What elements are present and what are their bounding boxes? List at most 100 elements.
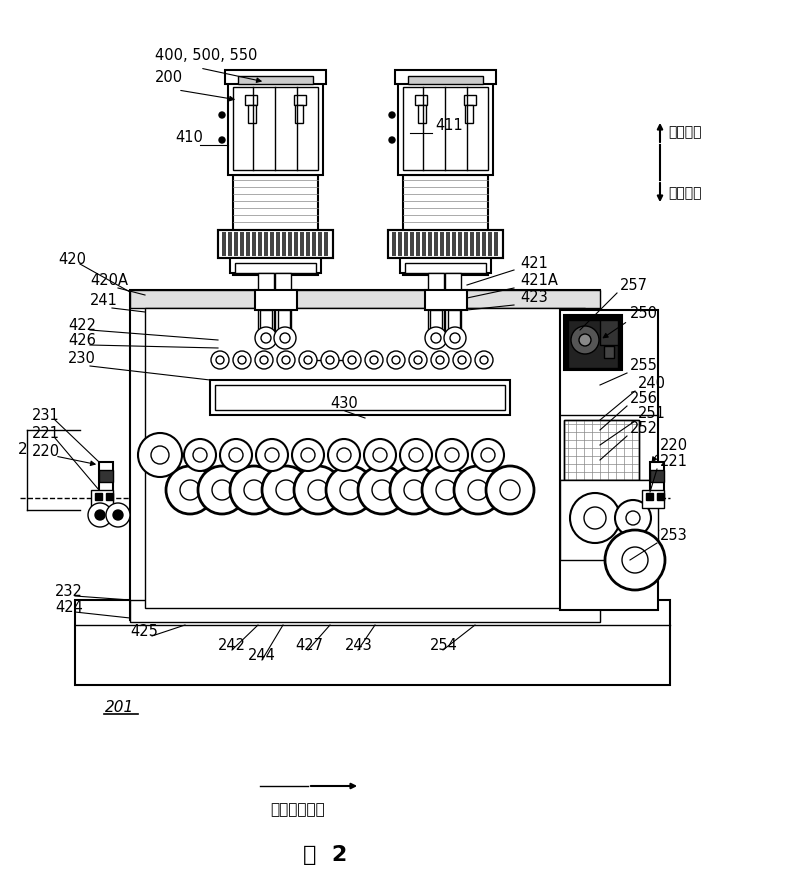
Circle shape xyxy=(292,439,324,471)
Bar xyxy=(448,310,460,330)
Bar xyxy=(235,263,316,273)
Bar xyxy=(403,175,488,275)
Circle shape xyxy=(211,351,229,369)
Circle shape xyxy=(212,480,232,500)
Circle shape xyxy=(276,480,296,500)
Circle shape xyxy=(571,326,599,354)
Bar xyxy=(233,87,318,170)
Circle shape xyxy=(219,112,225,118)
Circle shape xyxy=(389,137,395,143)
Text: 254: 254 xyxy=(430,638,458,653)
Bar xyxy=(415,95,427,105)
Bar xyxy=(430,310,442,330)
Bar xyxy=(560,310,658,610)
Bar xyxy=(294,95,306,105)
Bar xyxy=(75,600,670,685)
Circle shape xyxy=(584,507,606,529)
Bar xyxy=(425,290,467,310)
Text: 200: 200 xyxy=(155,70,183,85)
Circle shape xyxy=(387,351,405,369)
Circle shape xyxy=(431,351,449,369)
Text: 201: 201 xyxy=(105,700,134,715)
Circle shape xyxy=(193,448,207,462)
Bar xyxy=(388,230,503,258)
Bar xyxy=(215,385,505,410)
Text: 244: 244 xyxy=(248,648,276,663)
Circle shape xyxy=(404,480,424,500)
Circle shape xyxy=(282,356,290,364)
Circle shape xyxy=(166,466,214,514)
Text: 242: 242 xyxy=(218,638,246,653)
Circle shape xyxy=(486,466,534,514)
Circle shape xyxy=(605,530,665,590)
Circle shape xyxy=(180,480,200,500)
Circle shape xyxy=(372,480,392,500)
Text: 400, 500, 550: 400, 500, 550 xyxy=(155,48,258,63)
Bar xyxy=(145,308,585,608)
Circle shape xyxy=(280,333,290,343)
Bar xyxy=(560,480,658,560)
Bar xyxy=(465,105,473,123)
Circle shape xyxy=(454,466,502,514)
Bar xyxy=(245,95,257,105)
Circle shape xyxy=(436,480,456,500)
Text: 421A: 421A xyxy=(520,273,558,288)
Text: 423: 423 xyxy=(520,290,548,305)
Circle shape xyxy=(274,327,296,349)
Circle shape xyxy=(219,137,225,143)
Bar xyxy=(488,232,492,256)
Text: 253: 253 xyxy=(660,528,688,543)
Text: 243: 243 xyxy=(345,638,373,653)
Circle shape xyxy=(445,448,459,462)
Bar xyxy=(564,420,639,480)
Bar xyxy=(476,232,480,256)
Bar xyxy=(238,76,313,84)
Bar xyxy=(458,232,462,256)
Circle shape xyxy=(95,510,105,520)
Circle shape xyxy=(615,500,651,536)
Bar xyxy=(650,470,664,482)
Circle shape xyxy=(326,356,334,364)
Bar xyxy=(230,258,321,273)
Text: 410: 410 xyxy=(175,130,203,145)
Text: 257: 257 xyxy=(620,278,648,293)
Bar xyxy=(270,232,274,256)
Bar xyxy=(246,232,250,256)
Bar xyxy=(604,346,614,358)
Bar xyxy=(295,105,303,123)
Bar xyxy=(130,290,600,620)
Circle shape xyxy=(151,446,169,464)
Bar xyxy=(260,310,272,330)
Bar xyxy=(255,290,297,310)
Bar xyxy=(222,232,226,256)
Bar xyxy=(404,232,408,256)
Bar xyxy=(408,76,483,84)
Bar xyxy=(318,232,322,256)
Circle shape xyxy=(244,480,264,500)
Text: 向上方向: 向上方向 xyxy=(668,125,702,139)
Bar xyxy=(225,70,326,84)
Text: 230: 230 xyxy=(68,351,96,366)
Bar xyxy=(233,175,318,275)
Bar xyxy=(95,493,102,500)
Bar xyxy=(422,232,426,256)
Bar xyxy=(440,232,444,256)
Circle shape xyxy=(431,333,441,343)
Circle shape xyxy=(337,448,351,462)
Bar xyxy=(482,232,486,256)
Text: 241: 241 xyxy=(90,293,118,308)
Text: 411: 411 xyxy=(435,118,462,133)
Circle shape xyxy=(301,448,315,462)
Bar xyxy=(564,315,622,370)
Circle shape xyxy=(299,351,317,369)
Bar xyxy=(228,232,232,256)
Text: 420: 420 xyxy=(58,252,86,267)
Circle shape xyxy=(260,356,268,364)
Circle shape xyxy=(277,351,295,369)
Bar xyxy=(398,82,493,175)
Bar xyxy=(275,273,291,333)
Circle shape xyxy=(138,433,182,477)
Circle shape xyxy=(321,351,339,369)
Bar xyxy=(258,273,274,333)
Circle shape xyxy=(370,356,378,364)
